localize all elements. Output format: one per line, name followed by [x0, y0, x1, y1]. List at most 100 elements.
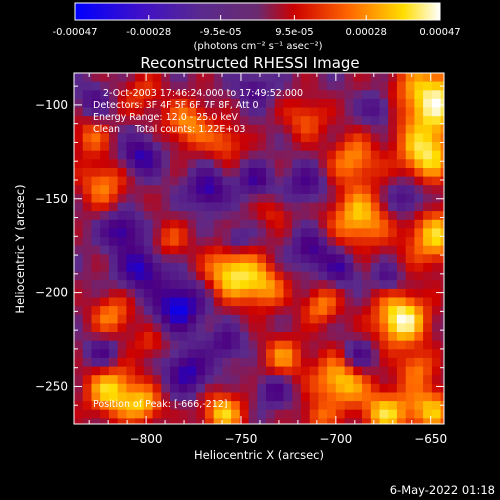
heatmap-cell [91, 228, 101, 238]
heatmap-cell [239, 366, 250, 376]
heatmap-cell [300, 90, 311, 100]
heatmap-cell [396, 237, 407, 247]
heatmap-cell [327, 280, 337, 290]
heatmap-cell [283, 418, 293, 424]
heatmap-cell [126, 340, 136, 350]
heatmap-cell [91, 176, 101, 186]
heatmap-cell [152, 263, 162, 273]
heatmap-cell [126, 211, 136, 221]
heatmap-cell [449, 323, 458, 332]
heatmap-cell [431, 357, 442, 368]
heatmap-cell [91, 202, 101, 212]
heatmap-cell [92, 427, 101, 436]
heatmap-cell [327, 375, 337, 385]
heatmap-cell [300, 349, 311, 359]
heatmap-cell [196, 392, 206, 402]
heatmap-cell [135, 237, 145, 247]
heatmap-cell [414, 107, 424, 117]
heatmap-cell [135, 81, 145, 91]
heatmap-cell [222, 202, 232, 212]
heatmap-cell [405, 202, 415, 212]
heatmap-cell [344, 107, 354, 117]
heatmap-cell [327, 124, 337, 134]
heatmap-cell [327, 237, 337, 247]
heatmap-cell [283, 150, 293, 160]
heatmap-cell [327, 159, 337, 169]
heatmap-cell [222, 306, 232, 316]
heatmap-cell [440, 90, 444, 100]
heatmap-cell [327, 418, 337, 424]
heatmap-cell [266, 280, 276, 290]
heatmap-cell [196, 168, 206, 178]
heatmap-cell [117, 245, 127, 255]
heatmap-cell [196, 73, 206, 83]
heatmap-cell [370, 202, 381, 212]
heatmap-cell [431, 228, 442, 238]
heatmap-cell [161, 228, 171, 238]
heatmap-cell [257, 211, 267, 221]
heatmap-cell [231, 176, 241, 186]
heatmap-cell [274, 228, 284, 238]
heatmap-cell [135, 297, 145, 307]
heatmap-cell [126, 418, 136, 424]
heatmap-cell [213, 401, 223, 411]
heatmap-cell [213, 133, 223, 143]
heatmap-cell [248, 340, 258, 350]
heatmap-cell [274, 375, 284, 385]
heatmap-cell [370, 297, 381, 307]
heatmap-cell [335, 237, 346, 247]
heatmap-cell [135, 263, 145, 273]
heatmap-cell [423, 81, 433, 91]
heatmap-cell [274, 159, 284, 169]
heatmap-cell [423, 150, 433, 160]
colorbar-tick-label: -0.00028 [126, 27, 171, 38]
heatmap-cell [135, 409, 145, 419]
heatmap-cell [91, 340, 101, 350]
heatmap-cell [423, 366, 433, 376]
heatmap-cell [379, 357, 389, 368]
heatmap-cell [135, 228, 145, 238]
heatmap-cell [83, 427, 92, 436]
heatmap-cell [143, 133, 154, 143]
heatmap-cell [117, 237, 127, 247]
x-tick-label: −750 [224, 432, 257, 446]
heatmap-cell [449, 418, 458, 427]
heatmap-cell [170, 357, 180, 368]
heatmap-cell [204, 168, 215, 178]
heatmap-cell [300, 150, 311, 160]
heatmap-cell [152, 185, 162, 195]
heatmap-cell [388, 228, 398, 238]
heatmap-cell [178, 73, 188, 83]
heatmap-cell [82, 375, 92, 385]
heatmap-cell [292, 142, 302, 152]
heatmap-cell [100, 288, 110, 299]
heatmap-cell [82, 392, 92, 402]
heatmap-cell [362, 314, 372, 324]
heatmap-cell [257, 280, 267, 290]
date-stamp: 6-May-2022 01:18 [390, 483, 495, 497]
heatmap-cell [440, 116, 444, 126]
heatmap-cell [248, 176, 258, 186]
heatmap-cell [379, 159, 389, 169]
heatmap-cell [222, 176, 232, 186]
heatmap-cell [231, 306, 241, 316]
heatmap-cell [266, 150, 276, 160]
heatmap-cell [74, 228, 84, 238]
heatmap-cell [309, 124, 319, 134]
heatmap-cell [161, 142, 171, 152]
heatmap-cell [126, 288, 136, 299]
heatmap-cell [143, 150, 154, 160]
heatmap-cell [327, 176, 337, 186]
heatmap-cell [222, 245, 232, 255]
heatmap-cell [108, 150, 119, 160]
heatmap-cell [231, 349, 241, 359]
heatmap-cell [126, 202, 136, 212]
heatmap-cell [213, 202, 223, 212]
heatmap-cell [204, 73, 215, 83]
heatmap-cell [266, 176, 276, 186]
heatmap-cell [117, 383, 127, 393]
heatmap-cell [414, 366, 424, 376]
heatmap-cell [414, 116, 424, 126]
heatmap-cell [309, 401, 319, 411]
heatmap-cell [108, 245, 119, 255]
